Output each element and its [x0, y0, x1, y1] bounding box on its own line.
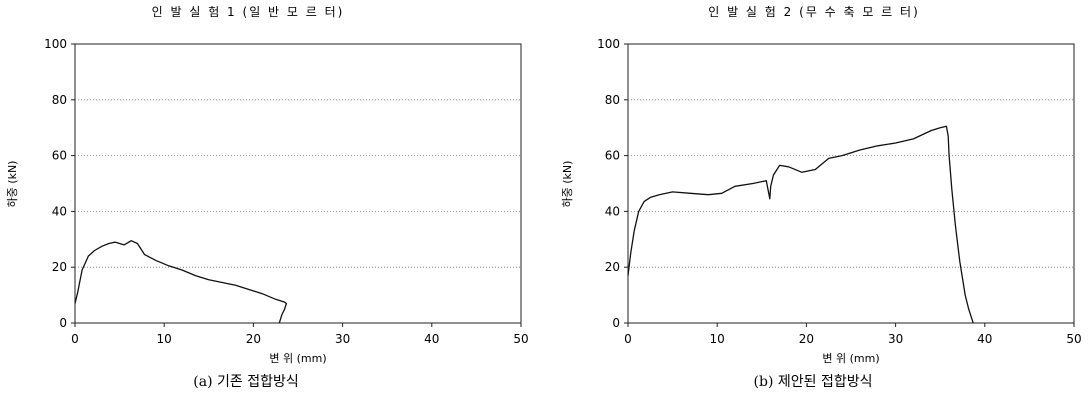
chart-b-x-tick-label: 30 [888, 332, 903, 346]
chart-b-plot-area [627, 43, 1075, 324]
chart-b: 인 발 실 험 2 (무 수 축 모 르 터) 하중 (kN) 변 위 (mm)… [560, 5, 1082, 390]
chart-a-y-tick-label: 60 [52, 149, 67, 163]
chart-a-caption: (a) 기존 접합방식 [193, 374, 298, 390]
chart-b-x-tick-label: 20 [799, 332, 814, 346]
chart-a-x-tick-label: 20 [246, 332, 261, 346]
chart-a-y-tick-label: 80 [52, 93, 67, 107]
chart-a-y-tick-label: 20 [52, 260, 67, 274]
chart-b-y-tick-label: 40 [605, 204, 620, 218]
chart-b-y-tick-label: 80 [605, 93, 620, 107]
chart-b-series-line [627, 125, 974, 324]
chart-a-plot-area [74, 43, 522, 324]
chart-a-title: 인 발 실 험 1 (일 반 모 르 터) [152, 5, 345, 19]
chart-b-x-tick-label: 10 [710, 332, 725, 346]
chart-a-x-tick-label: 30 [335, 332, 350, 346]
chart-b-y-tick-label: 0 [612, 316, 620, 330]
chart-b-title: 인 발 실 험 2 (무 수 축 모 르 터) [708, 5, 920, 19]
chart-b-y-axis-label: 하중 (kN) [560, 161, 574, 208]
chart-a-x-tick-label: 0 [71, 332, 79, 346]
chart-b-x-axis-label: 변 위 (mm) [822, 352, 879, 365]
chart-b-caption: (b) 제안된 접합방식 [754, 374, 873, 390]
chart-a-y-tick-label: 100 [44, 37, 67, 51]
chart-b-y-tick-label: 20 [605, 260, 620, 274]
chart-a-x-axis-label: 변 위 (mm) [269, 352, 326, 365]
chart-b-x-tick-label: 50 [1066, 332, 1081, 346]
chart-a: 인 발 실 험 1 (일 반 모 르 터) 하중 (kN) 변 위 (mm) (… [5, 5, 529, 390]
chart-b-x-tick-label: 40 [977, 332, 992, 346]
chart-a-x-tick-label: 50 [513, 332, 528, 346]
chart-b-y-tick-label: 100 [597, 37, 620, 51]
chart-b-x-tick-label: 0 [624, 332, 632, 346]
chart-a-y-axis-label: 하중 (kN) [5, 161, 19, 208]
chart-a-x-tick-label: 10 [157, 332, 172, 346]
chart-a-y-tick-label: 0 [59, 316, 67, 330]
chart-b-y-tick-label: 60 [605, 149, 620, 163]
chart-a-x-tick-label: 40 [424, 332, 439, 346]
chart-a-y-tick-label: 40 [52, 204, 67, 218]
chart-a-series-line [74, 240, 288, 324]
